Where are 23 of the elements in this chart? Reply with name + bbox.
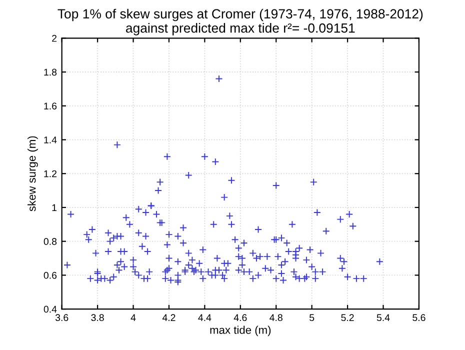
y-tick-label: 0.4: [44, 306, 57, 313]
x-axis-title: max tide (m): [210, 326, 271, 336]
x-tick-label: 3.8: [91, 314, 104, 322]
y-tick-label: 2: [52, 34, 56, 42]
x-tick-label: 5.6: [412, 314, 426, 322]
x-tick-label: 4.2: [162, 314, 176, 321]
x-tick-label: 3.6: [55, 314, 68, 322]
x-tick-label: 5.4: [376, 314, 390, 322]
y-tick-label: 1: [52, 204, 57, 211]
y-tick-label: 1.2: [44, 170, 56, 178]
x-tick-label: 4: [130, 314, 136, 321]
chart-title: Top 1% of skew surges at Cromer (1973-74, 1976, 1988-2012) against predicted max tide r²= -0.09151: [58, 8, 423, 36]
y-tick-label: 1.4: [44, 136, 57, 144]
x-tick-label: 5: [310, 314, 314, 322]
y-axis-title: skew surge (m): [28, 136, 38, 212]
x-tick-label: 4.6: [234, 314, 247, 322]
y-tick-label: 1.8: [44, 68, 57, 76]
x-tick-label: 5.2: [341, 314, 354, 322]
y-tick-label: 1.6: [44, 102, 57, 110]
y-tick-label: 0.6: [44, 272, 57, 279]
y-tick-label: 0.8: [44, 238, 57, 245]
x-tick-label: 4.4: [198, 314, 212, 321]
x-tick-label: 4.8: [270, 314, 282, 322]
